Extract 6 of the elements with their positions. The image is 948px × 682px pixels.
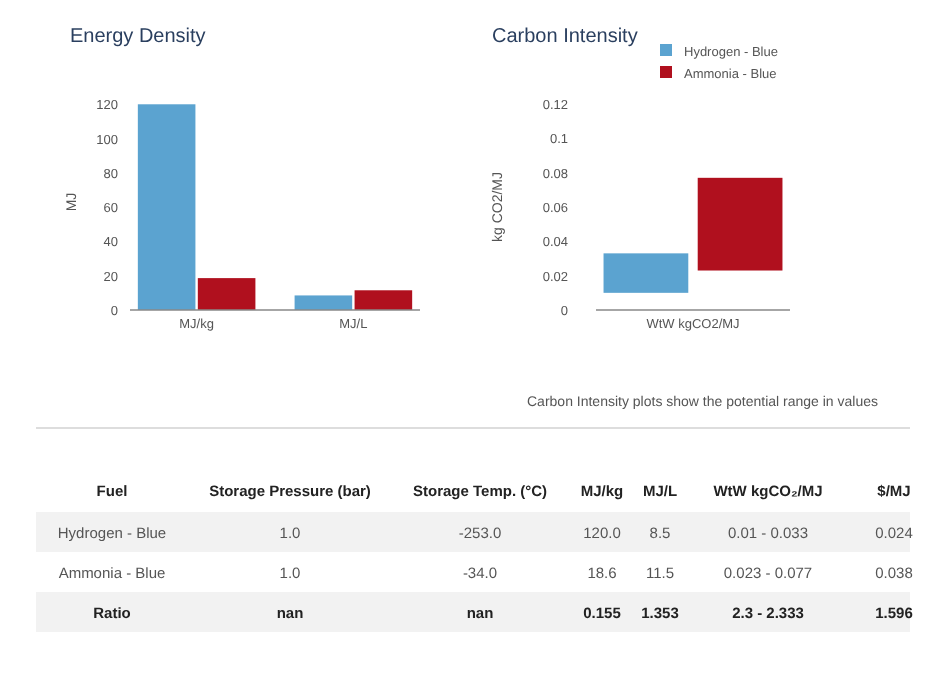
bar <box>354 290 413 310</box>
chart-title: Energy Density <box>70 26 206 48</box>
bar <box>294 295 353 310</box>
chart-title: Carbon Intensity <box>492 26 638 48</box>
bar <box>197 278 256 310</box>
bar <box>137 104 196 310</box>
